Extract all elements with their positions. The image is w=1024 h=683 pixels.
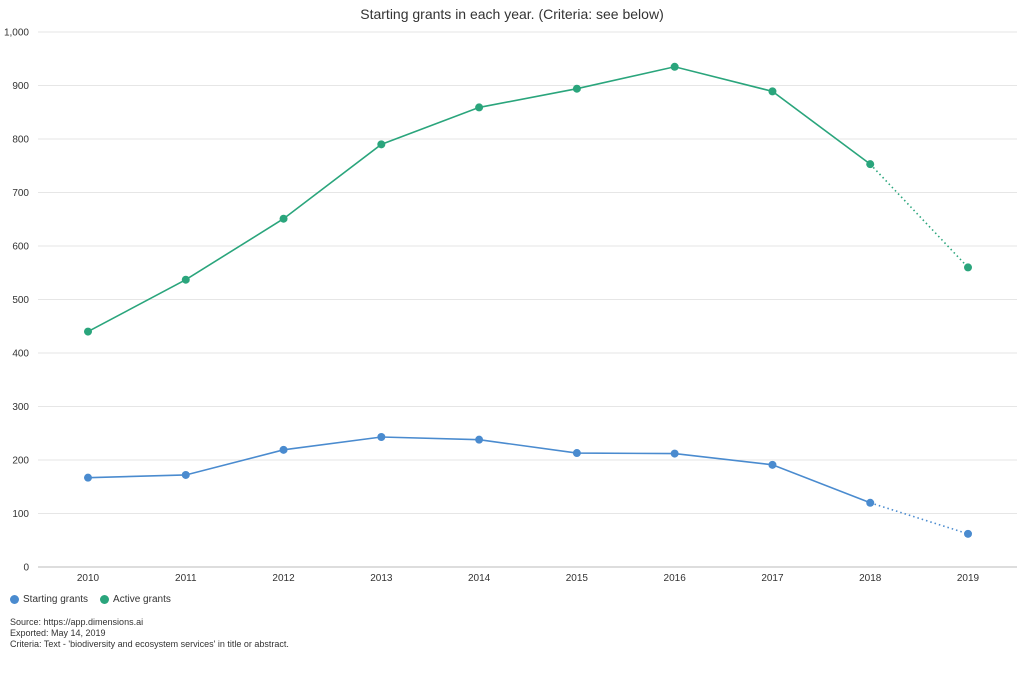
data-point-starting-grants-2017[interactable] (768, 460, 777, 469)
data-point-active-grants-2011[interactable] (181, 275, 190, 284)
x-axis-ticks: 2010 2011 2012 2013 2014 2015 2016 2017 2018 2019 (77, 573, 980, 584)
footer-source: Source: https://app.dimensions.ai (10, 617, 144, 627)
y-tick-label: 800 (12, 135, 29, 146)
legend-item-active-grants[interactable]: Active grants (100, 594, 171, 605)
legend-swatch-active-grants (100, 595, 110, 604)
data-point-active-grants-2018[interactable] (866, 160, 875, 169)
series-line-projected-starting-grants (869, 502, 969, 535)
legend-label-starting-grants: Starting grants (23, 594, 89, 605)
series-points[interactable] (84, 62, 972, 538)
data-point-active-grants-2014[interactable] (475, 103, 484, 112)
series-line-starting-grants (87, 436, 871, 504)
data-point-starting-grants-2012[interactable] (279, 445, 288, 454)
data-point-starting-grants-2010[interactable] (84, 473, 92, 482)
data-point-active-grants-2012[interactable] (279, 214, 288, 223)
x-tick-label: 2013 (370, 573, 393, 584)
legend-swatch-starting-grants (10, 595, 19, 604)
x-tick-label: 2018 (859, 573, 882, 584)
footer-criteria: Criteria: Text - 'biodiversity and ecosy… (10, 639, 289, 649)
footer-exported: Exported: May 14, 2019 (10, 628, 106, 638)
series-lines (87, 65, 969, 535)
y-tick-label: 200 (12, 456, 29, 467)
y-axis-ticks: 0 100 200 300 400 500 600 700 800 900 1,000 (4, 28, 29, 574)
y-tick-label: 400 (12, 349, 29, 360)
x-tick-label: 2016 (664, 573, 687, 584)
legend: Starting grants Active grants (10, 594, 171, 605)
data-point-starting-grants-2011[interactable] (181, 470, 190, 479)
data-point-active-grants-2015[interactable] (572, 84, 581, 93)
y-tick-label: 700 (12, 188, 29, 199)
x-tick-label: 2019 (957, 573, 980, 584)
legend-item-starting-grants[interactable]: Starting grants (10, 594, 88, 605)
y-tick-label: 600 (12, 242, 29, 253)
y-tick-label: 900 (12, 81, 29, 92)
grid-lines (38, 31, 1017, 568)
data-point-active-grants-2010[interactable] (84, 327, 92, 336)
chart-title: Starting grants in each year. (Criteria:… (360, 6, 664, 22)
x-tick-label: 2012 (272, 573, 295, 584)
data-point-starting-grants-2013[interactable] (377, 432, 386, 441)
data-point-starting-grants-2018[interactable] (866, 498, 875, 507)
x-tick-label: 2011 (175, 573, 197, 584)
data-point-starting-grants-2015[interactable] (572, 449, 581, 458)
data-point-starting-grants-2014[interactable] (475, 435, 484, 444)
y-tick-label: 100 (12, 509, 29, 520)
legend-label-active-grants: Active grants (113, 594, 171, 605)
data-point-active-grants-2017[interactable] (768, 87, 777, 96)
data-point-active-grants-2019[interactable] (964, 263, 972, 272)
x-tick-label: 2017 (761, 573, 784, 584)
x-tick-label: 2010 (77, 573, 100, 584)
data-point-starting-grants-2016[interactable] (670, 449, 679, 458)
y-tick-label: 500 (12, 295, 29, 306)
x-tick-label: 2014 (468, 573, 491, 584)
x-tick-label: 2015 (566, 573, 589, 584)
y-tick-label: 1,000 (4, 28, 29, 39)
series-line-projected-active-grants (869, 163, 969, 268)
y-tick-label: 0 (23, 563, 29, 574)
chart-footer: Source: https://app.dimensions.ai Export… (10, 617, 289, 650)
data-point-starting-grants-2019[interactable] (964, 529, 972, 538)
y-tick-label: 300 (12, 402, 29, 413)
data-point-active-grants-2013[interactable] (377, 140, 386, 149)
data-point-active-grants-2016[interactable] (670, 62, 679, 71)
